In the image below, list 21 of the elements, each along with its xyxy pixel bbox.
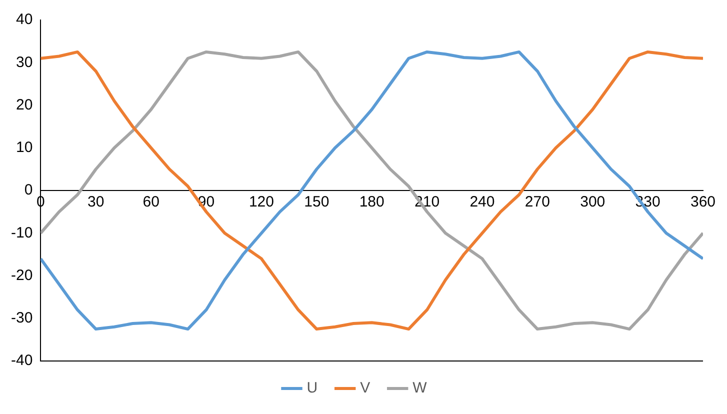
- x-tick-label: 270: [524, 194, 550, 211]
- y-tick-label: 30: [16, 54, 33, 71]
- y-tick-label: -40: [10, 352, 33, 370]
- y-tick-label: -30: [10, 310, 33, 327]
- y-tick-label: 10: [16, 139, 33, 156]
- x-tick-label: 60: [142, 194, 160, 211]
- x-tick-label: 150: [304, 194, 330, 211]
- y-tick-label: 40: [16, 11, 33, 28]
- x-tick-label: 360: [690, 194, 716, 211]
- legend-label: U: [306, 380, 318, 397]
- y-tick-label: -10: [10, 224, 33, 242]
- y-tick-label: 0: [24, 182, 33, 199]
- y-tick-label: -20: [10, 266, 33, 284]
- x-tick-label: 30: [88, 194, 104, 211]
- legend-label: W: [412, 380, 428, 397]
- y-tick-label: 20: [16, 96, 33, 114]
- x-tick-label: 180: [359, 194, 384, 211]
- x-tick-label: 120: [248, 194, 274, 211]
- x-tick-label: 300: [580, 194, 606, 211]
- legend-label: V: [360, 380, 370, 397]
- x-tick-label: 240: [470, 194, 495, 211]
